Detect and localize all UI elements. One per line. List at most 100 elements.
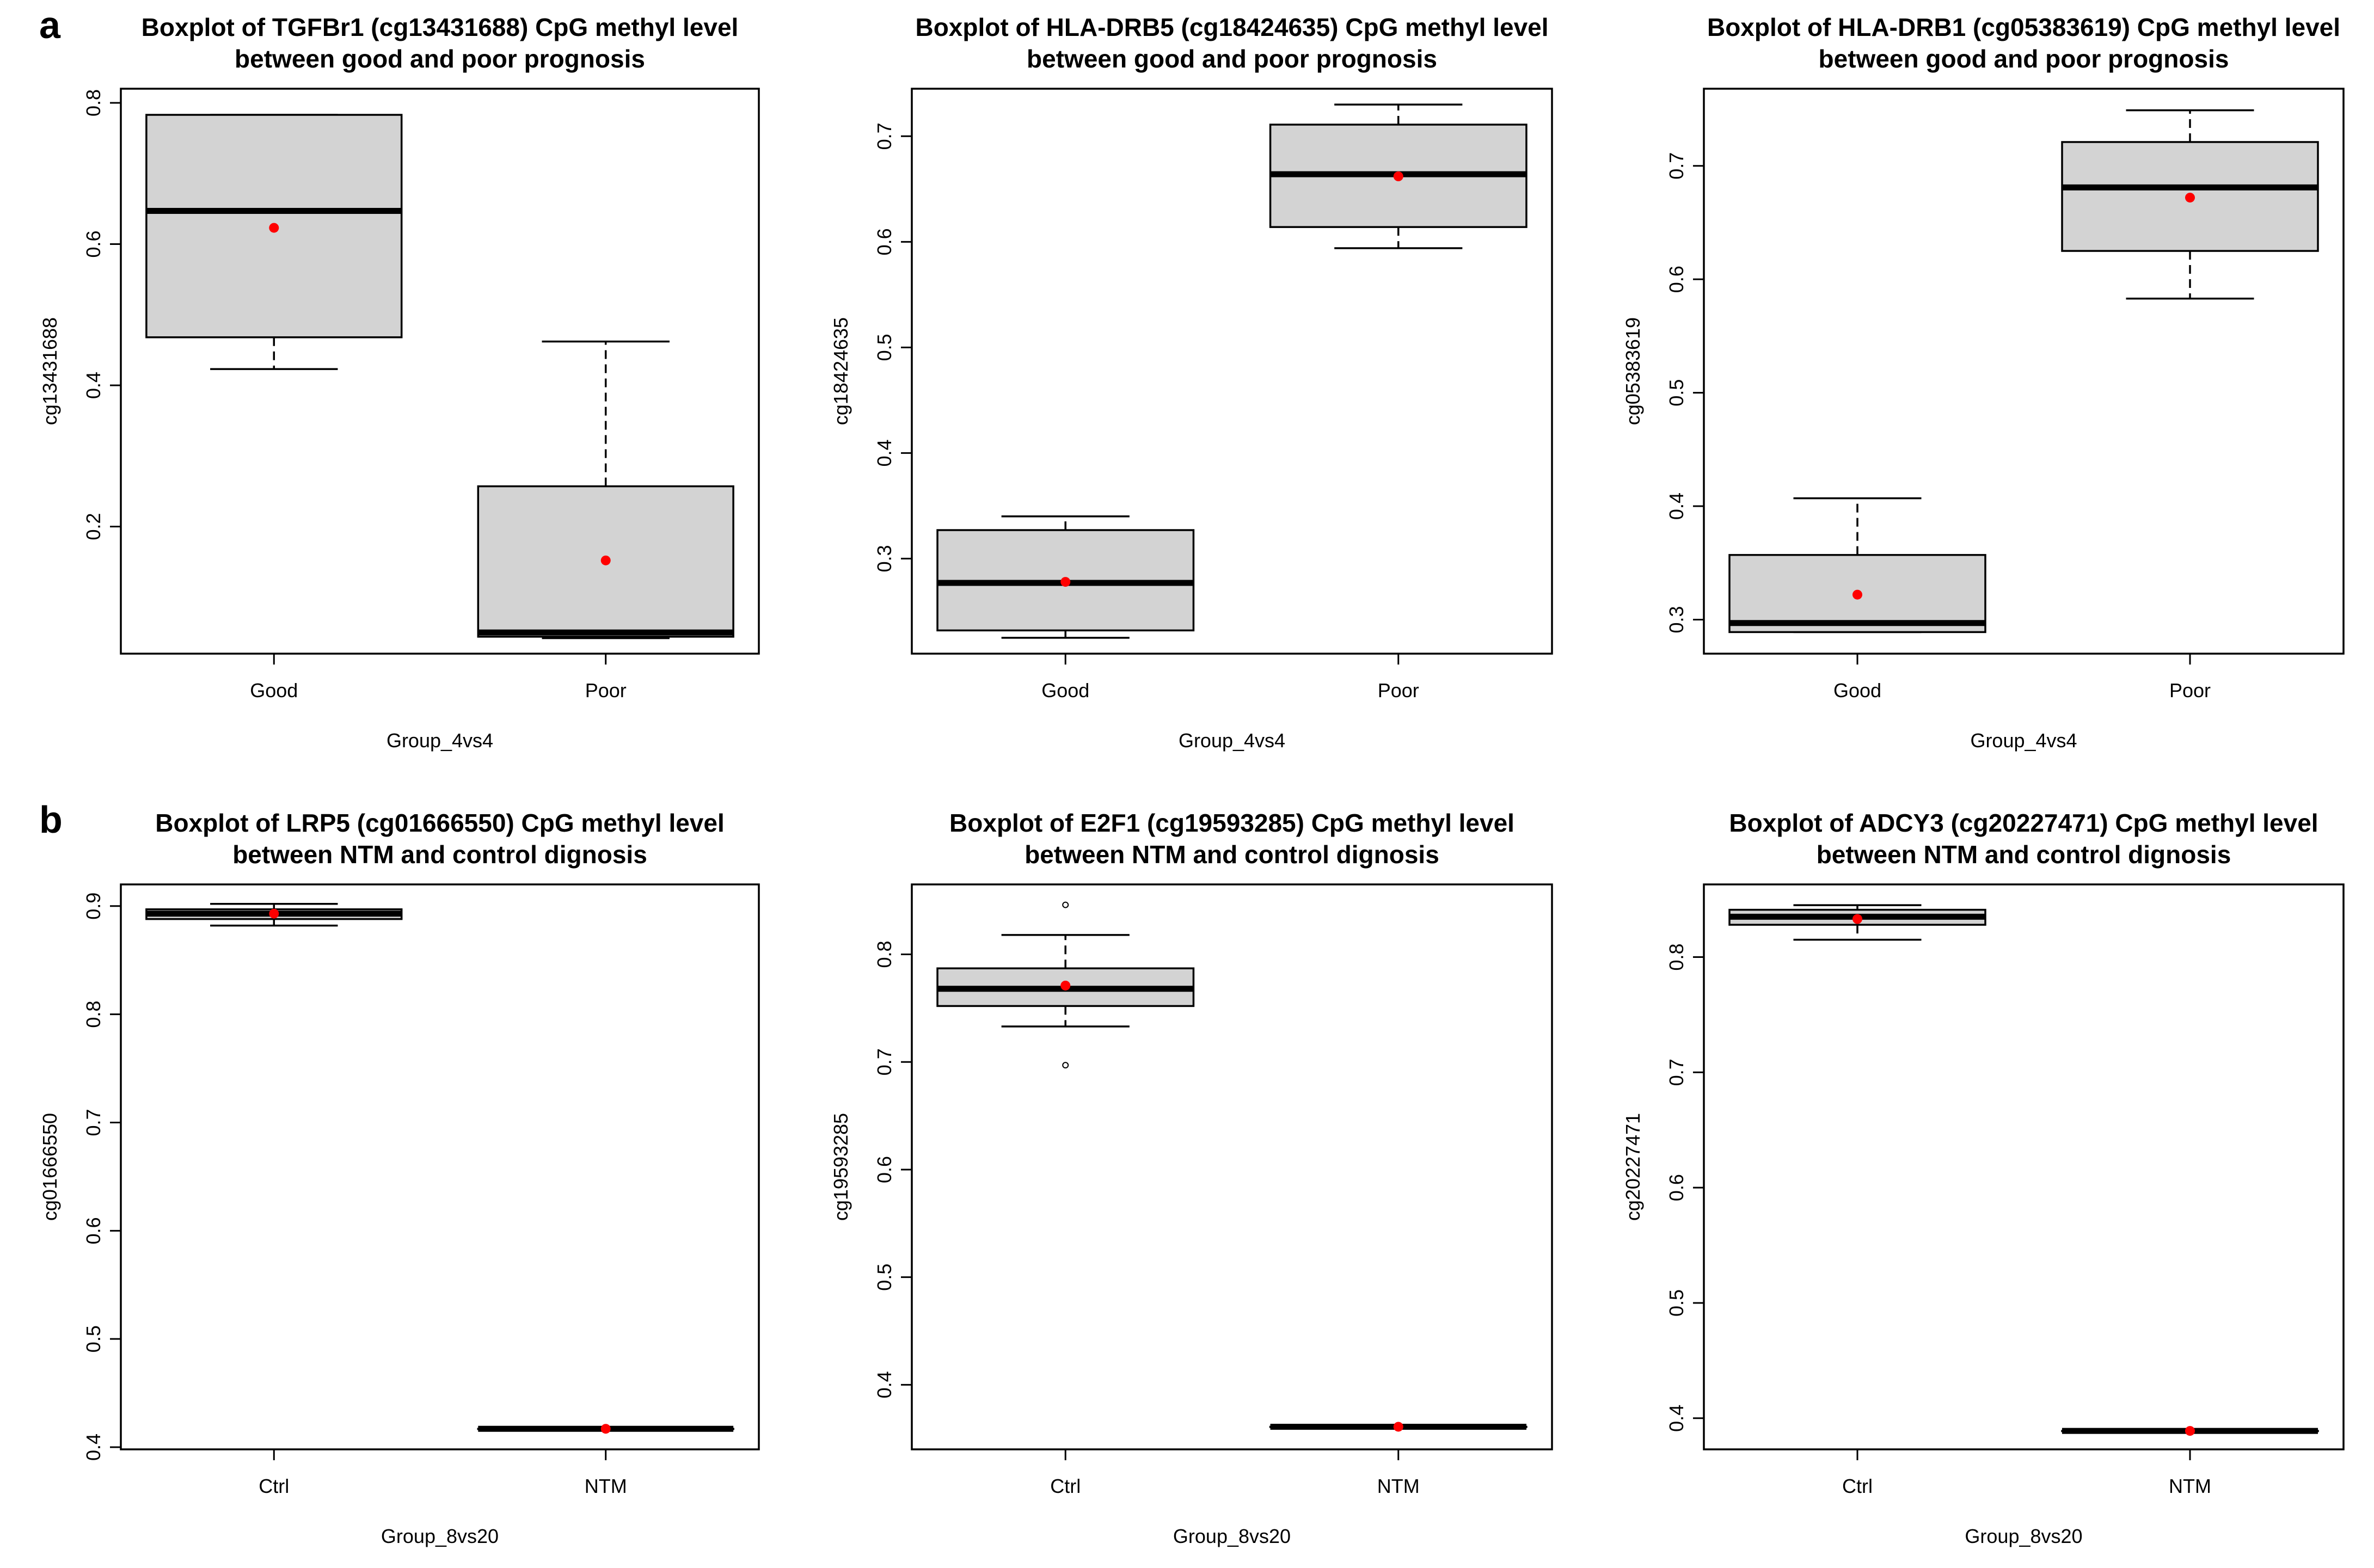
chart-title-line: between good and poor prognosis: [235, 45, 645, 73]
mean-point: [600, 1424, 611, 1434]
box-ctrl: [1728, 904, 1986, 941]
x-axis-label: Group_4vs4: [387, 729, 493, 752]
box-ntm: [1269, 1422, 1528, 1432]
box-good: [1728, 497, 1986, 634]
x-tick-label: Good: [1041, 679, 1089, 702]
y-axis-label: cg01666550: [39, 1113, 61, 1221]
chart-4: Boxplot of LRP5 (cg01666550) CpG methyl …: [39, 809, 760, 1547]
x-tick-label: NTM: [2169, 1475, 2211, 1497]
box-poor: [2061, 109, 2319, 300]
y-tick-label: 0.5: [82, 1325, 105, 1352]
box-poor: [1269, 103, 1528, 249]
chart-title-line: between NTM and control dignosis: [1025, 840, 1439, 869]
chart-title-line: between NTM and control dignosis: [1817, 840, 2231, 869]
mean-point: [1852, 589, 1862, 600]
y-tick-label: 0.4: [873, 439, 895, 466]
y-tick-label: 0.6: [1665, 1174, 1688, 1201]
mean-point: [269, 908, 279, 919]
y-axis-label: cg20227471: [1622, 1113, 1644, 1221]
chart-title-line: Boxplot of LRP5 (cg01666550) CpG methyl …: [155, 809, 725, 837]
y-axis-label: cg05383619: [1622, 317, 1644, 425]
chart-title-line: Boxplot of E2F1 (cg19593285) CpG methyl …: [949, 809, 1514, 837]
y-tick-label: 0.5: [873, 1264, 895, 1291]
mean-point: [1393, 171, 1403, 182]
y-axis-label: cg18424635: [830, 317, 852, 425]
chart-1: Boxplot of TGFBr1 (cg13431688) CpG methy…: [39, 13, 760, 752]
chart-title-line: between good and poor prognosis: [1027, 45, 1437, 73]
chart-title-line: Boxplot of TGFBr1 (cg13431688) CpG methy…: [142, 13, 739, 41]
charts-group: Boxplot of TGFBr1 (cg13431688) CpG methy…: [39, 13, 2345, 1547]
x-tick-label: NTM: [585, 1475, 627, 1497]
chart-3: Boxplot of HLA-DRB1 (cg05383619) CpG met…: [1622, 13, 2345, 752]
x-axis-label: Group_8vs20: [1965, 1525, 2082, 1547]
y-tick-label: 0.7: [873, 122, 895, 150]
x-tick-label: Poor: [585, 679, 627, 702]
y-tick-label: 0.3: [1665, 606, 1688, 633]
y-tick-label: 0.7: [82, 1109, 105, 1136]
box-good: [145, 114, 403, 370]
y-tick-label: 0.2: [82, 513, 105, 540]
mean-point: [2185, 193, 2195, 203]
mean-point: [2185, 1426, 2195, 1436]
x-axis-label: Group_8vs20: [381, 1525, 499, 1547]
y-tick-label: 0.6: [82, 230, 105, 257]
y-tick-label: 0.5: [873, 334, 895, 361]
box-ntm: [477, 1424, 734, 1434]
x-axis-label: Group_4vs4: [1179, 729, 1285, 752]
panel-label-a: a: [39, 4, 61, 46]
y-tick-label: 0.4: [82, 1434, 105, 1461]
box-ctrl: [936, 901, 1195, 1069]
y-tick-label: 0.7: [1665, 1059, 1688, 1086]
x-tick-label: Good: [250, 679, 298, 702]
mean-point: [1393, 1422, 1403, 1432]
chart-title-line: Boxplot of HLA-DRB1 (cg05383619) CpG met…: [1707, 13, 2340, 41]
mean-point: [1060, 980, 1071, 991]
panel-label-b: b: [39, 798, 63, 841]
x-axis-label: Group_8vs20: [1173, 1525, 1291, 1547]
y-tick-label: 0.6: [873, 228, 895, 255]
y-tick-label: 0.7: [1665, 152, 1688, 180]
y-tick-label: 0.9: [82, 893, 105, 920]
mean-point: [269, 223, 279, 233]
box-ntm: [2061, 1426, 2319, 1436]
x-tick-label: Ctrl: [1050, 1475, 1081, 1497]
chart-title-line: between NTM and control dignosis: [232, 840, 647, 869]
x-tick-label: Ctrl: [1842, 1475, 1873, 1497]
y-tick-label: 0.8: [82, 89, 105, 116]
x-tick-label: Ctrl: [259, 1475, 289, 1497]
y-tick-label: 0.6: [1665, 266, 1688, 293]
y-tick-label: 0.4: [873, 1371, 895, 1398]
y-tick-label: 0.6: [82, 1217, 105, 1244]
y-tick-label: 0.5: [1665, 1289, 1688, 1317]
chart-title-line: between good and poor prognosis: [1819, 45, 2229, 73]
y-tick-label: 0.8: [82, 1001, 105, 1028]
x-tick-label: NTM: [1377, 1475, 1420, 1497]
y-tick-label: 0.6: [873, 1156, 895, 1183]
chart-5: Boxplot of E2F1 (cg19593285) CpG methyl …: [830, 809, 1553, 1547]
box-poor: [477, 340, 734, 640]
chart-title-line: Boxplot of ADCY3 (cg20227471) CpG methyl…: [1729, 809, 2318, 837]
y-tick-label: 0.4: [1665, 493, 1688, 520]
plot-frame: [120, 883, 760, 1450]
y-tick-label: 0.4: [82, 372, 105, 399]
x-tick-label: Poor: [1378, 679, 1419, 702]
y-tick-label: 0.8: [1665, 943, 1688, 970]
plot-frame: [1703, 883, 2345, 1450]
x-axis-label: Group_4vs4: [1970, 729, 2077, 752]
y-tick-label: 0.3: [873, 545, 895, 572]
chart-2: Boxplot of HLA-DRB5 (cg18424635) CpG met…: [830, 13, 1553, 752]
y-tick-label: 0.7: [873, 1048, 895, 1075]
chart-6: Boxplot of ADCY3 (cg20227471) CpG methyl…: [1622, 809, 2345, 1547]
outlier-point: [1062, 901, 1069, 908]
y-tick-label: 0.4: [1665, 1405, 1688, 1432]
y-axis-label: cg19593285: [830, 1113, 852, 1221]
mean-point: [600, 555, 611, 565]
x-tick-label: Good: [1833, 679, 1881, 702]
y-axis-label: cg13431688: [39, 317, 61, 425]
box-ctrl: [145, 903, 403, 927]
mean-point: [1852, 914, 1862, 924]
y-tick-label: 0.5: [1665, 379, 1688, 407]
mean-point: [1060, 577, 1071, 587]
x-tick-label: Poor: [2169, 679, 2211, 702]
